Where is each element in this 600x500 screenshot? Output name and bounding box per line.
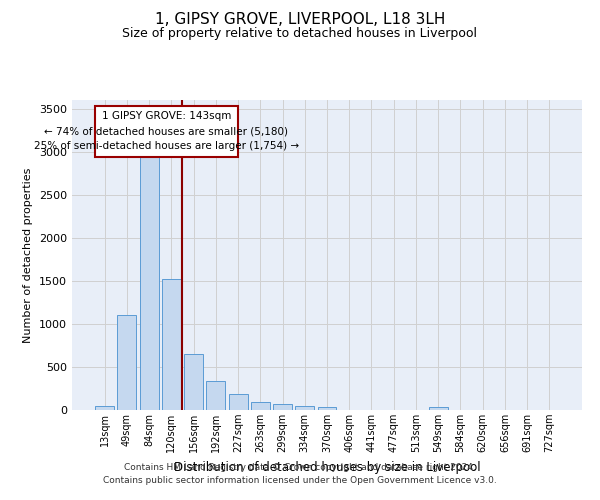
FancyBboxPatch shape xyxy=(95,106,238,157)
Text: Contains HM Land Registry data © Crown copyright and database right 2024.: Contains HM Land Registry data © Crown c… xyxy=(124,462,476,471)
Bar xyxy=(184,354,203,410)
Y-axis label: Number of detached properties: Number of detached properties xyxy=(23,168,34,342)
Text: 1, GIPSY GROVE, LIVERPOOL, L18 3LH: 1, GIPSY GROVE, LIVERPOOL, L18 3LH xyxy=(155,12,445,28)
Bar xyxy=(229,394,248,410)
Text: 1 GIPSY GROVE: 143sqm: 1 GIPSY GROVE: 143sqm xyxy=(101,111,231,121)
Bar xyxy=(429,408,448,410)
Bar xyxy=(317,408,337,410)
Bar xyxy=(140,156,158,410)
Bar xyxy=(118,316,136,410)
Text: 25% of semi-detached houses are larger (1,754) →: 25% of semi-detached houses are larger (… xyxy=(34,140,299,150)
Bar xyxy=(273,404,292,410)
Bar xyxy=(206,380,225,410)
Bar xyxy=(162,279,181,410)
Bar xyxy=(95,406,114,410)
Bar xyxy=(295,406,314,410)
Text: Size of property relative to detached houses in Liverpool: Size of property relative to detached ho… xyxy=(122,28,478,40)
Text: Contains public sector information licensed under the Open Government Licence v3: Contains public sector information licen… xyxy=(103,476,497,485)
X-axis label: Distribution of detached houses by size in Liverpool: Distribution of detached houses by size … xyxy=(173,460,481,473)
Bar xyxy=(251,402,270,410)
Text: ← 74% of detached houses are smaller (5,180): ← 74% of detached houses are smaller (5,… xyxy=(44,126,289,136)
